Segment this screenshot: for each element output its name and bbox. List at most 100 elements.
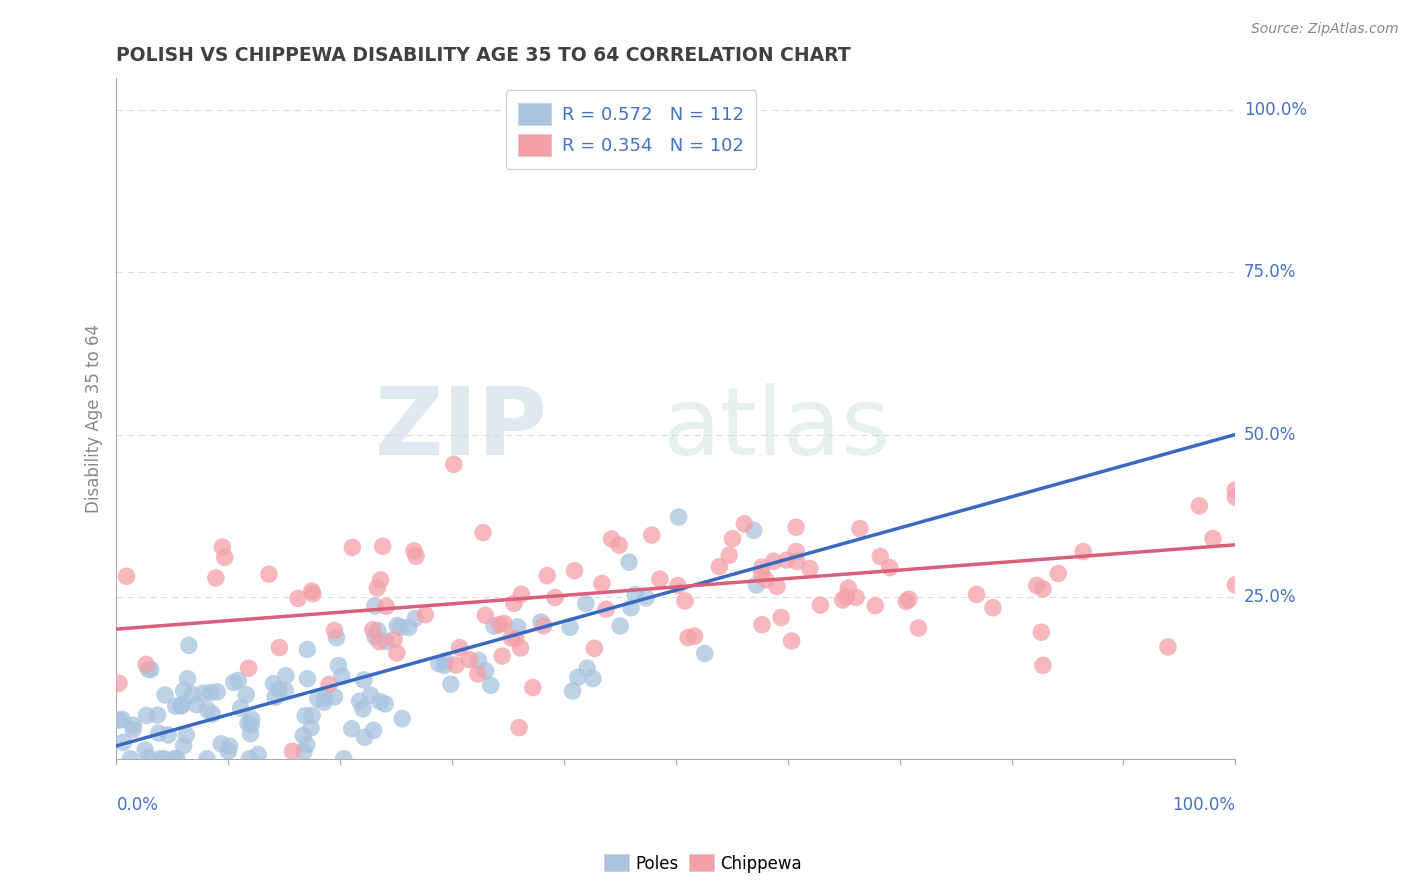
Point bbox=[733, 516, 755, 531]
Point bbox=[981, 600, 1004, 615]
Point bbox=[1032, 658, 1054, 673]
Point bbox=[484, 619, 506, 633]
Point bbox=[108, 676, 131, 690]
Point bbox=[506, 620, 529, 634]
Point bbox=[323, 624, 346, 638]
Point bbox=[274, 683, 297, 698]
Point bbox=[264, 690, 287, 705]
Point bbox=[281, 744, 304, 758]
Text: Source: ZipAtlas.com: Source: ZipAtlas.com bbox=[1251, 22, 1399, 37]
Point bbox=[385, 646, 408, 660]
Point bbox=[363, 723, 385, 738]
Point bbox=[865, 599, 887, 613]
Point bbox=[191, 686, 214, 700]
Point bbox=[751, 566, 773, 580]
Point bbox=[440, 677, 463, 691]
Point bbox=[1157, 640, 1180, 654]
Point bbox=[433, 658, 456, 673]
Point bbox=[567, 670, 589, 684]
Text: 75.0%: 75.0% bbox=[1244, 263, 1296, 282]
Point bbox=[721, 532, 744, 546]
Point bbox=[676, 631, 699, 645]
Point bbox=[837, 581, 859, 595]
Point bbox=[146, 708, 169, 723]
Point bbox=[364, 629, 387, 643]
Point bbox=[467, 653, 489, 667]
Point bbox=[235, 688, 257, 702]
Point bbox=[502, 596, 524, 610]
Point bbox=[766, 579, 789, 593]
Point bbox=[849, 522, 872, 536]
Point bbox=[314, 690, 336, 705]
Point bbox=[353, 673, 375, 687]
Point bbox=[294, 708, 316, 723]
Point bbox=[374, 697, 396, 711]
Point bbox=[112, 735, 135, 749]
Text: ZIP: ZIP bbox=[374, 383, 547, 475]
Point bbox=[810, 598, 832, 612]
Point bbox=[297, 642, 319, 657]
Point bbox=[472, 525, 495, 540]
Point bbox=[201, 707, 224, 722]
Point bbox=[267, 682, 290, 697]
Point bbox=[620, 600, 643, 615]
Text: 100.0%: 100.0% bbox=[1173, 797, 1236, 814]
Point bbox=[1225, 483, 1247, 497]
Point bbox=[607, 538, 630, 552]
Point bbox=[368, 634, 391, 648]
Point bbox=[364, 599, 387, 613]
Point bbox=[226, 673, 249, 688]
Point bbox=[785, 520, 807, 534]
Point bbox=[600, 532, 623, 546]
Point bbox=[533, 619, 555, 633]
Point bbox=[217, 744, 239, 758]
Text: 0.0%: 0.0% bbox=[117, 797, 159, 814]
Point bbox=[211, 540, 233, 554]
Point bbox=[467, 667, 489, 681]
Point bbox=[530, 615, 553, 629]
Point bbox=[153, 688, 176, 702]
Point bbox=[302, 587, 325, 601]
Point bbox=[509, 640, 531, 655]
Legend: R = 0.572   N = 112, R = 0.354   N = 102: R = 0.572 N = 112, R = 0.354 N = 102 bbox=[506, 90, 756, 169]
Point bbox=[831, 593, 853, 607]
Point bbox=[138, 750, 160, 764]
Point bbox=[382, 632, 405, 647]
Point bbox=[111, 713, 134, 727]
Point bbox=[176, 672, 198, 686]
Point bbox=[205, 685, 228, 699]
Point bbox=[135, 657, 157, 672]
Point bbox=[1032, 582, 1054, 596]
Point bbox=[352, 702, 374, 716]
Point bbox=[869, 549, 891, 564]
Point bbox=[157, 728, 180, 742]
Point bbox=[274, 668, 297, 682]
Point bbox=[170, 698, 193, 713]
Point bbox=[1225, 490, 1247, 504]
Point bbox=[301, 708, 323, 723]
Point bbox=[434, 654, 457, 668]
Point bbox=[718, 548, 741, 562]
Point bbox=[292, 745, 315, 759]
Point bbox=[366, 581, 388, 595]
Point bbox=[163, 752, 186, 766]
Point bbox=[240, 718, 263, 732]
Point bbox=[755, 573, 778, 587]
Point bbox=[120, 752, 142, 766]
Point bbox=[501, 631, 523, 645]
Point bbox=[375, 599, 398, 614]
Point bbox=[564, 564, 586, 578]
Point bbox=[624, 588, 647, 602]
Point bbox=[269, 640, 291, 655]
Point bbox=[634, 591, 657, 605]
Point bbox=[297, 672, 319, 686]
Point bbox=[561, 684, 583, 698]
Point bbox=[505, 632, 527, 646]
Point bbox=[295, 738, 318, 752]
Point bbox=[374, 634, 396, 648]
Point bbox=[236, 716, 259, 731]
Point bbox=[330, 669, 353, 683]
Point bbox=[404, 611, 426, 625]
Point bbox=[122, 723, 145, 737]
Point bbox=[107, 714, 129, 728]
